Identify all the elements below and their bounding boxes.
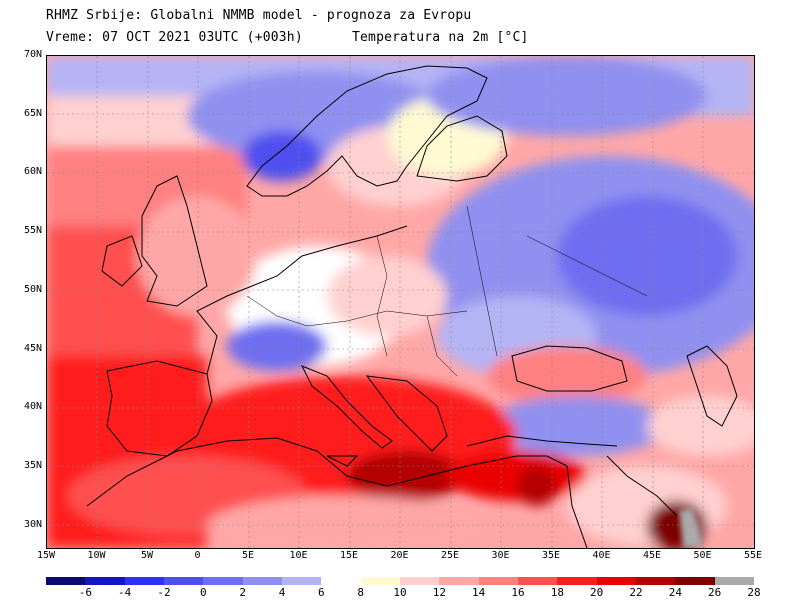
color-scale-swatch [478,577,519,585]
color-scale-label: -6 [78,586,92,599]
latitude-label: 50N [23,283,42,295]
longitude-label: 50E [693,550,712,561]
longitude-label: 15E [339,550,359,561]
map-canvas [47,56,787,556]
hot-spot [679,508,703,548]
longitude-label: 10W [87,550,106,561]
color-scale-label: 0 [200,586,207,599]
longitude-label: 10E [289,550,308,561]
longitude-label: 15W [36,550,56,561]
color-scale-label: 16 [511,586,525,599]
color-scale-swatch [557,577,598,585]
color-scale-swatch [439,577,480,585]
color-scale-swatch [164,577,204,585]
color-scale-label: 24 [668,586,682,599]
color-scale-label: 12 [432,586,446,599]
color-scale-swatch [85,577,126,585]
color-scale-swatch [636,577,676,585]
color-scale-label: 18 [550,586,564,599]
color-scale-label: 8 [357,586,364,599]
longitude-label: 55E [743,550,763,561]
color-scale-label: 14 [472,586,486,599]
longitude-label: 5W [140,550,154,561]
longitude-label: 35E [541,550,561,561]
latitude-label: 35N [23,459,42,471]
latitude-label: 60N [23,166,42,178]
longitude-label: 5E [241,550,255,561]
color-scale-label: 22 [629,586,643,599]
color-scale-swatch [400,577,440,585]
latitude-label: 65N [23,107,42,119]
latitude-label: 30N [23,518,42,530]
graticule [47,56,754,548]
color-scale-swatch [124,577,165,585]
longitude-label: 25E [440,550,460,561]
color-scale-swatch [675,577,716,585]
color-scale-label: 4 [278,586,286,599]
color-scale-swatch [46,577,86,585]
color-scale-swatch [360,577,401,585]
color-scale-swatch [596,577,637,585]
latitude-label: 40N [23,401,42,413]
color-scale-label: 20 [590,586,604,599]
color-scale-label: -4 [118,586,132,599]
longitude-label: 30E [491,550,510,561]
color-scale-label: 2 [239,586,246,599]
latitude-label: 45N [23,342,42,354]
color-scale-swatch [518,577,558,585]
latitude-label: 55N [23,225,42,237]
color-scale-label: -2 [157,586,171,599]
color-scale-label: 6 [318,586,325,599]
longitude-label: 40E [592,550,611,561]
longitude-label: 45E [642,550,662,561]
color-scale-swatch [282,577,322,585]
color-scale-swatch [242,577,283,585]
temperature-map [46,55,787,556]
color-scale-label: 10 [393,586,407,599]
color-scale-label: 26 [708,586,722,599]
longitude-label: 20E [390,550,409,561]
color-scale [46,577,755,585]
map-title: RHMZ Srbije: Globalni NMMB model - progn… [46,8,472,23]
field-name: Temperatura na 2m [°C] [352,30,529,45]
coastlines [86,65,738,549]
borders [246,205,648,377]
latitude-label: 70N [23,49,42,60]
color-scale-label: 28 [747,586,761,599]
color-scale-swatch [321,577,362,585]
forecast-time: Vreme: 07 OCT 2021 03UTC (+003h) [46,30,303,45]
longitude-label: 0 [194,550,201,561]
color-scale-swatch [203,577,244,585]
color-scale-swatch [714,577,755,585]
temperature-field [47,56,787,556]
